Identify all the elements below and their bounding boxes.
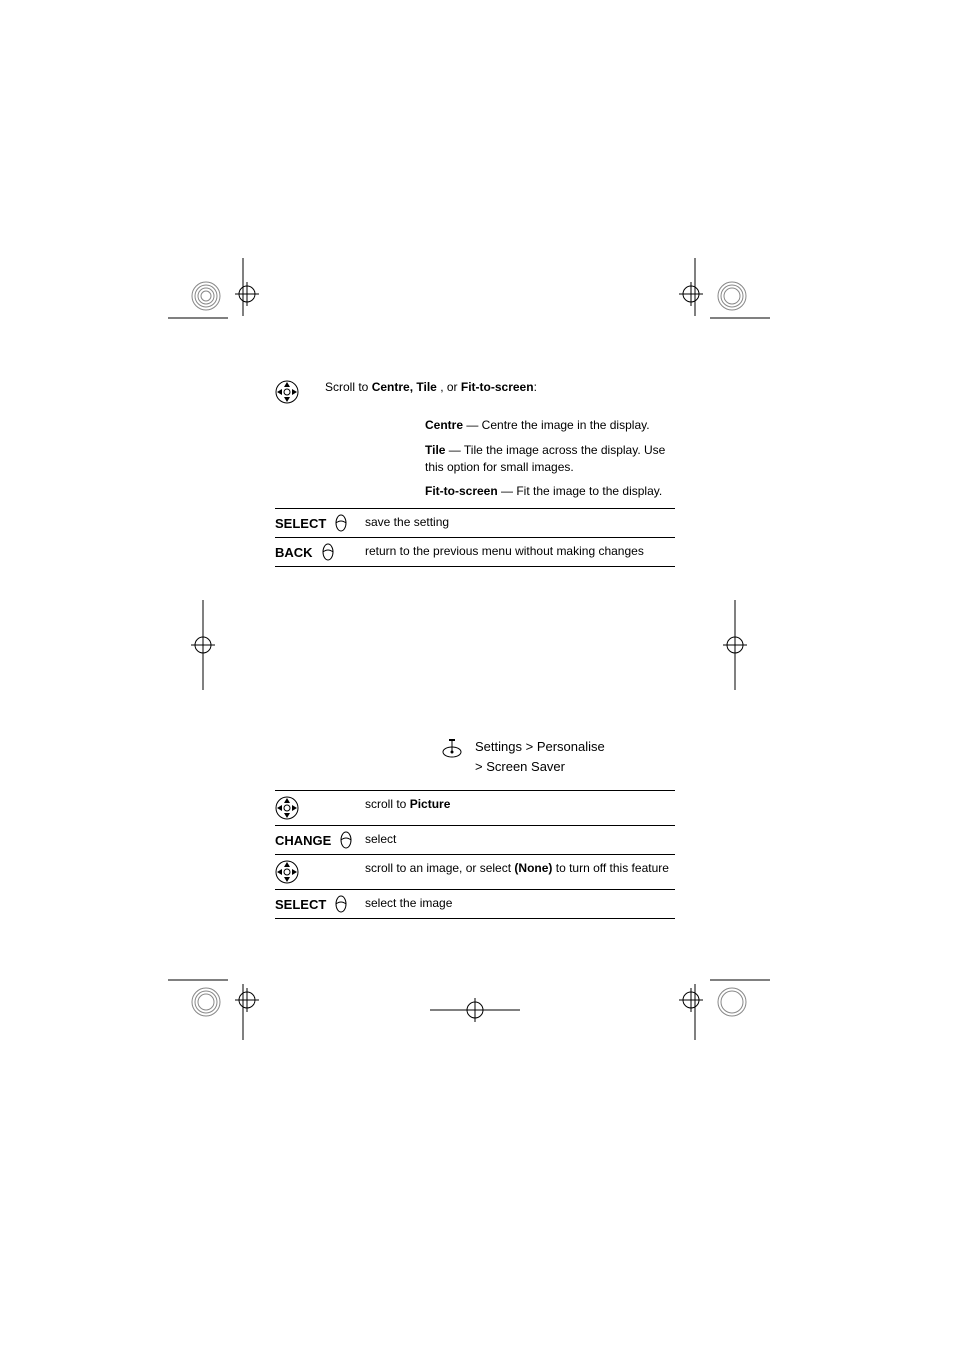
def-centre-label: Centre	[425, 418, 463, 432]
table-row: scroll to Picture	[275, 790, 675, 825]
menu-path-row: Settings > Personalise > Screen Saver	[275, 737, 675, 776]
nav-settings: Settings	[475, 739, 522, 754]
softkey-right-icon	[332, 895, 350, 913]
nav-sep2: >	[475, 759, 486, 774]
change-key-desc: select	[365, 831, 675, 848]
dpad-icon	[275, 860, 299, 884]
scroll-picture-desc: scroll to Picture	[365, 796, 675, 813]
select-key-desc-2: select the image	[365, 895, 675, 912]
def-fit-text: — Fit the image to the display.	[498, 484, 663, 498]
layout-option-text: Scroll to Centre, Tile , or Fit-to-scree…	[325, 380, 675, 394]
nav-screensaver: Screen Saver	[486, 759, 565, 774]
softkey-left-icon	[319, 543, 337, 561]
def-centre-text: — Centre the image in the display.	[463, 418, 650, 432]
table-row: BACK return to the previous menu without…	[275, 537, 675, 567]
change-key-label: CHANGE	[275, 833, 331, 848]
def-fit: Fit-to-screen — Fit the image to the dis…	[425, 483, 675, 500]
picture-label: Picture	[410, 797, 451, 811]
scroll-to-text: scroll to	[365, 797, 406, 811]
opt-colon: :	[534, 380, 537, 394]
def-fit-label: Fit-to-screen	[425, 484, 498, 498]
nav-personalise: Personalise	[537, 739, 605, 754]
layout-prompt: Scroll to	[325, 380, 368, 394]
page-content: Scroll to Centre, Tile , or Fit-to-scree…	[275, 380, 675, 919]
softkey-right-icon	[337, 831, 355, 849]
select-key-label-2: SELECT	[275, 897, 326, 912]
softkey-table-2: scroll to Picture CHANGE select	[275, 790, 675, 919]
opt-tile: Tile	[416, 380, 436, 394]
select-key-desc: save the setting	[365, 514, 675, 531]
section-screensaver: Settings > Personalise > Screen Saver	[275, 737, 675, 919]
table-row: CHANGE select	[275, 825, 675, 854]
nav-sep1: >	[522, 739, 537, 754]
def-centre: Centre — Centre the image in the display…	[425, 417, 675, 434]
scroll-image-text-b: to turn off this feature	[552, 861, 669, 875]
layout-option-row: Scroll to Centre, Tile , or Fit-to-scree…	[275, 380, 675, 407]
menu-path-text: Settings > Personalise > Screen Saver	[475, 737, 605, 776]
dpad-icon-wrapper	[275, 380, 325, 407]
back-key-desc: return to the previous menu without maki…	[365, 543, 675, 560]
dpad-icon	[275, 796, 299, 820]
opt-joiner2: , or	[440, 380, 457, 394]
table-row: scroll to an image, or select (None) to …	[275, 854, 675, 889]
scroll-image-text-a: scroll to an image, or select	[365, 861, 514, 875]
none-label: (None)	[514, 861, 552, 875]
opt-fit: Fit-to-screen	[461, 380, 534, 394]
def-tile: Tile — Tile the image across the display…	[425, 442, 675, 476]
dpad-icon	[275, 380, 299, 404]
table-row: SELECT select the image	[275, 889, 675, 919]
def-tile-text: — Tile the image across the display. Use…	[425, 443, 665, 474]
menu-icon-col	[275, 737, 475, 762]
def-tile-label: Tile	[425, 443, 445, 457]
back-key-label: BACK	[275, 545, 313, 560]
menu-key-icon	[441, 737, 463, 759]
select-key-label: SELECT	[275, 516, 326, 531]
opt-centre: Centre	[372, 380, 410, 394]
table-row: SELECT save the setting	[275, 508, 675, 537]
softkey-right-icon	[332, 514, 350, 532]
softkey-table-1: SELECT save the setting BACK return to t…	[275, 508, 675, 567]
scroll-image-desc: scroll to an image, or select (None) to …	[365, 860, 675, 877]
